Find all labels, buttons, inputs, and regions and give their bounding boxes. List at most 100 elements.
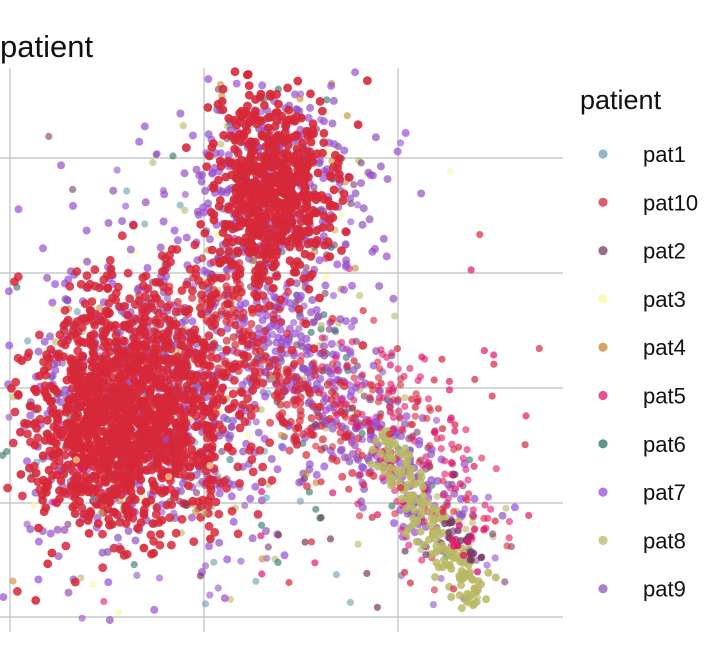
point-pat10 bbox=[244, 327, 253, 336]
point-pat10 bbox=[278, 379, 287, 388]
point-pat2 bbox=[422, 551, 430, 559]
point-pat5 bbox=[441, 470, 449, 478]
point-pat10 bbox=[203, 299, 212, 308]
point-pat10 bbox=[78, 352, 87, 362]
point-pat6 bbox=[323, 96, 331, 104]
point-pat10 bbox=[139, 510, 149, 520]
point-pat10 bbox=[17, 356, 27, 365]
point-pat10 bbox=[25, 463, 34, 473]
point-pat4 bbox=[96, 304, 104, 312]
point-pat9 bbox=[103, 548, 112, 556]
point-pat10 bbox=[266, 162, 276, 172]
point-pat10 bbox=[34, 523, 43, 533]
point-pat10 bbox=[207, 412, 217, 422]
point-pat10 bbox=[287, 217, 297, 227]
point-pat1 bbox=[332, 571, 340, 579]
point-pat10 bbox=[147, 465, 157, 475]
point-pat10 bbox=[16, 470, 26, 479]
point-pat10 bbox=[154, 401, 164, 410]
point-pat10 bbox=[274, 99, 283, 109]
point-pat5 bbox=[258, 570, 266, 578]
point-pat7 bbox=[160, 190, 169, 199]
point-pat10 bbox=[173, 383, 183, 392]
point-pat10 bbox=[264, 140, 274, 150]
point-pat7 bbox=[304, 113, 313, 122]
point-pat7 bbox=[69, 201, 77, 210]
point-pat9 bbox=[198, 171, 207, 179]
point-pat8 bbox=[406, 491, 415, 500]
point-pat10 bbox=[146, 430, 156, 440]
point-pat10 bbox=[144, 367, 154, 377]
point-pat9 bbox=[389, 294, 398, 303]
point-pat10 bbox=[102, 325, 111, 334]
point-pat8 bbox=[376, 449, 385, 458]
point-pat10 bbox=[249, 208, 258, 217]
point-pat10 bbox=[238, 313, 246, 322]
point-pat6 bbox=[312, 505, 320, 513]
point-pat9 bbox=[113, 166, 121, 174]
point-pat7 bbox=[4, 287, 13, 296]
point-pat10 bbox=[261, 150, 271, 160]
point-pat2 bbox=[69, 185, 77, 193]
point-pat2 bbox=[321, 444, 329, 452]
point-pat10 bbox=[430, 376, 438, 384]
point-pat10 bbox=[126, 351, 136, 360]
point-pat10 bbox=[338, 472, 347, 481]
point-pat10 bbox=[113, 477, 122, 486]
point-pat8 bbox=[51, 338, 59, 346]
point-pat5 bbox=[492, 465, 500, 473]
point-pat9 bbox=[118, 217, 127, 226]
point-pat10 bbox=[296, 406, 305, 415]
point-pat10 bbox=[49, 384, 59, 394]
point-pat10 bbox=[89, 339, 99, 349]
point-pat10 bbox=[235, 259, 244, 268]
point-pat10 bbox=[343, 362, 351, 370]
point-pat2 bbox=[470, 549, 478, 558]
point-pat2 bbox=[373, 603, 381, 611]
point-pat10 bbox=[338, 196, 348, 206]
point-pat2 bbox=[330, 241, 338, 249]
point-pat10 bbox=[216, 327, 226, 337]
point-pat10 bbox=[255, 446, 265, 455]
point-pat4 bbox=[343, 112, 351, 120]
point-pat10 bbox=[247, 455, 257, 464]
point-pat10 bbox=[185, 376, 195, 386]
point-pat8 bbox=[470, 584, 479, 593]
point-pat4 bbox=[192, 508, 200, 516]
point-pat10 bbox=[169, 443, 179, 452]
point-pat10 bbox=[110, 508, 119, 517]
point-pat10 bbox=[397, 484, 405, 492]
point-pat10 bbox=[83, 426, 92, 436]
point-pat10 bbox=[198, 495, 208, 505]
point-pat10 bbox=[181, 143, 191, 153]
point-pat10 bbox=[228, 224, 238, 234]
point-pat10 bbox=[329, 360, 337, 368]
point-pat10 bbox=[258, 262, 267, 271]
point-pat10 bbox=[72, 267, 82, 276]
point-pat8 bbox=[367, 460, 376, 469]
point-pat10 bbox=[97, 397, 107, 406]
point-pat10 bbox=[122, 396, 132, 405]
point-pat10 bbox=[105, 497, 115, 507]
point-pat5 bbox=[100, 597, 108, 606]
point-pat10 bbox=[304, 128, 314, 138]
point-pat10 bbox=[164, 326, 173, 336]
point-pat7 bbox=[155, 574, 164, 582]
point-pat10 bbox=[141, 497, 151, 507]
point-pat10 bbox=[105, 456, 115, 466]
point-pat10 bbox=[399, 427, 407, 435]
point-pat7 bbox=[319, 174, 328, 183]
point-pat10 bbox=[312, 442, 320, 450]
point-pat10 bbox=[295, 260, 305, 269]
point-pat9 bbox=[337, 445, 346, 454]
point-pat10 bbox=[136, 486, 146, 496]
point-pat1 bbox=[262, 494, 271, 502]
point-pat9 bbox=[267, 455, 276, 463]
point-pat7 bbox=[229, 416, 238, 425]
point-pat5 bbox=[425, 459, 433, 467]
point-pat10 bbox=[131, 495, 140, 504]
point-pat10 bbox=[198, 254, 207, 263]
point-pat5 bbox=[462, 465, 470, 474]
point-pat7 bbox=[64, 275, 73, 284]
point-pat10 bbox=[126, 477, 135, 487]
